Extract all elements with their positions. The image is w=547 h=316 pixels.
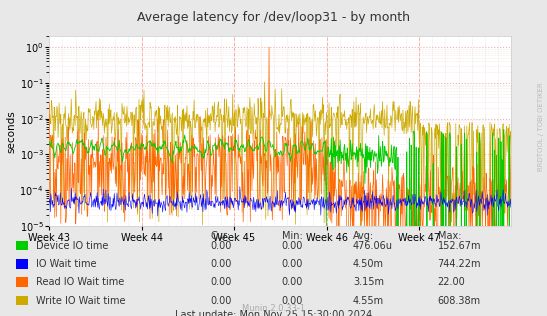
Text: 0.00: 0.00 bbox=[282, 240, 303, 251]
Y-axis label: seconds: seconds bbox=[7, 110, 17, 153]
Text: Min:: Min: bbox=[282, 231, 302, 241]
Text: 744.22m: 744.22m bbox=[438, 259, 481, 269]
Text: 0.00: 0.00 bbox=[211, 259, 232, 269]
Text: 476.06u: 476.06u bbox=[353, 240, 393, 251]
Text: RRDTOOL / TOBI OETIKER: RRDTOOL / TOBI OETIKER bbox=[538, 82, 544, 171]
Text: 22.00: 22.00 bbox=[438, 277, 465, 287]
Text: IO Wait time: IO Wait time bbox=[36, 259, 96, 269]
Text: Munin 2.0.33-1: Munin 2.0.33-1 bbox=[242, 305, 305, 313]
Text: Write IO Wait time: Write IO Wait time bbox=[36, 295, 125, 306]
Text: 0.00: 0.00 bbox=[282, 259, 303, 269]
Text: Avg:: Avg: bbox=[353, 231, 374, 241]
Text: Average latency for /dev/loop31 - by month: Average latency for /dev/loop31 - by mon… bbox=[137, 11, 410, 24]
Text: 0.00: 0.00 bbox=[211, 240, 232, 251]
Text: 608.38m: 608.38m bbox=[438, 295, 481, 306]
Text: 0.00: 0.00 bbox=[211, 277, 232, 287]
Text: 0.00: 0.00 bbox=[282, 277, 303, 287]
Text: Last update: Mon Nov 25 15:30:00 2024: Last update: Mon Nov 25 15:30:00 2024 bbox=[175, 310, 372, 316]
Text: 3.15m: 3.15m bbox=[353, 277, 384, 287]
Text: 4.50m: 4.50m bbox=[353, 259, 384, 269]
Text: 152.67m: 152.67m bbox=[438, 240, 481, 251]
Text: Device IO time: Device IO time bbox=[36, 240, 108, 251]
Text: Cur:: Cur: bbox=[211, 231, 231, 241]
Text: 0.00: 0.00 bbox=[282, 295, 303, 306]
Text: 4.55m: 4.55m bbox=[353, 295, 384, 306]
Text: Read IO Wait time: Read IO Wait time bbox=[36, 277, 124, 287]
Text: Max:: Max: bbox=[438, 231, 461, 241]
Text: 0.00: 0.00 bbox=[211, 295, 232, 306]
